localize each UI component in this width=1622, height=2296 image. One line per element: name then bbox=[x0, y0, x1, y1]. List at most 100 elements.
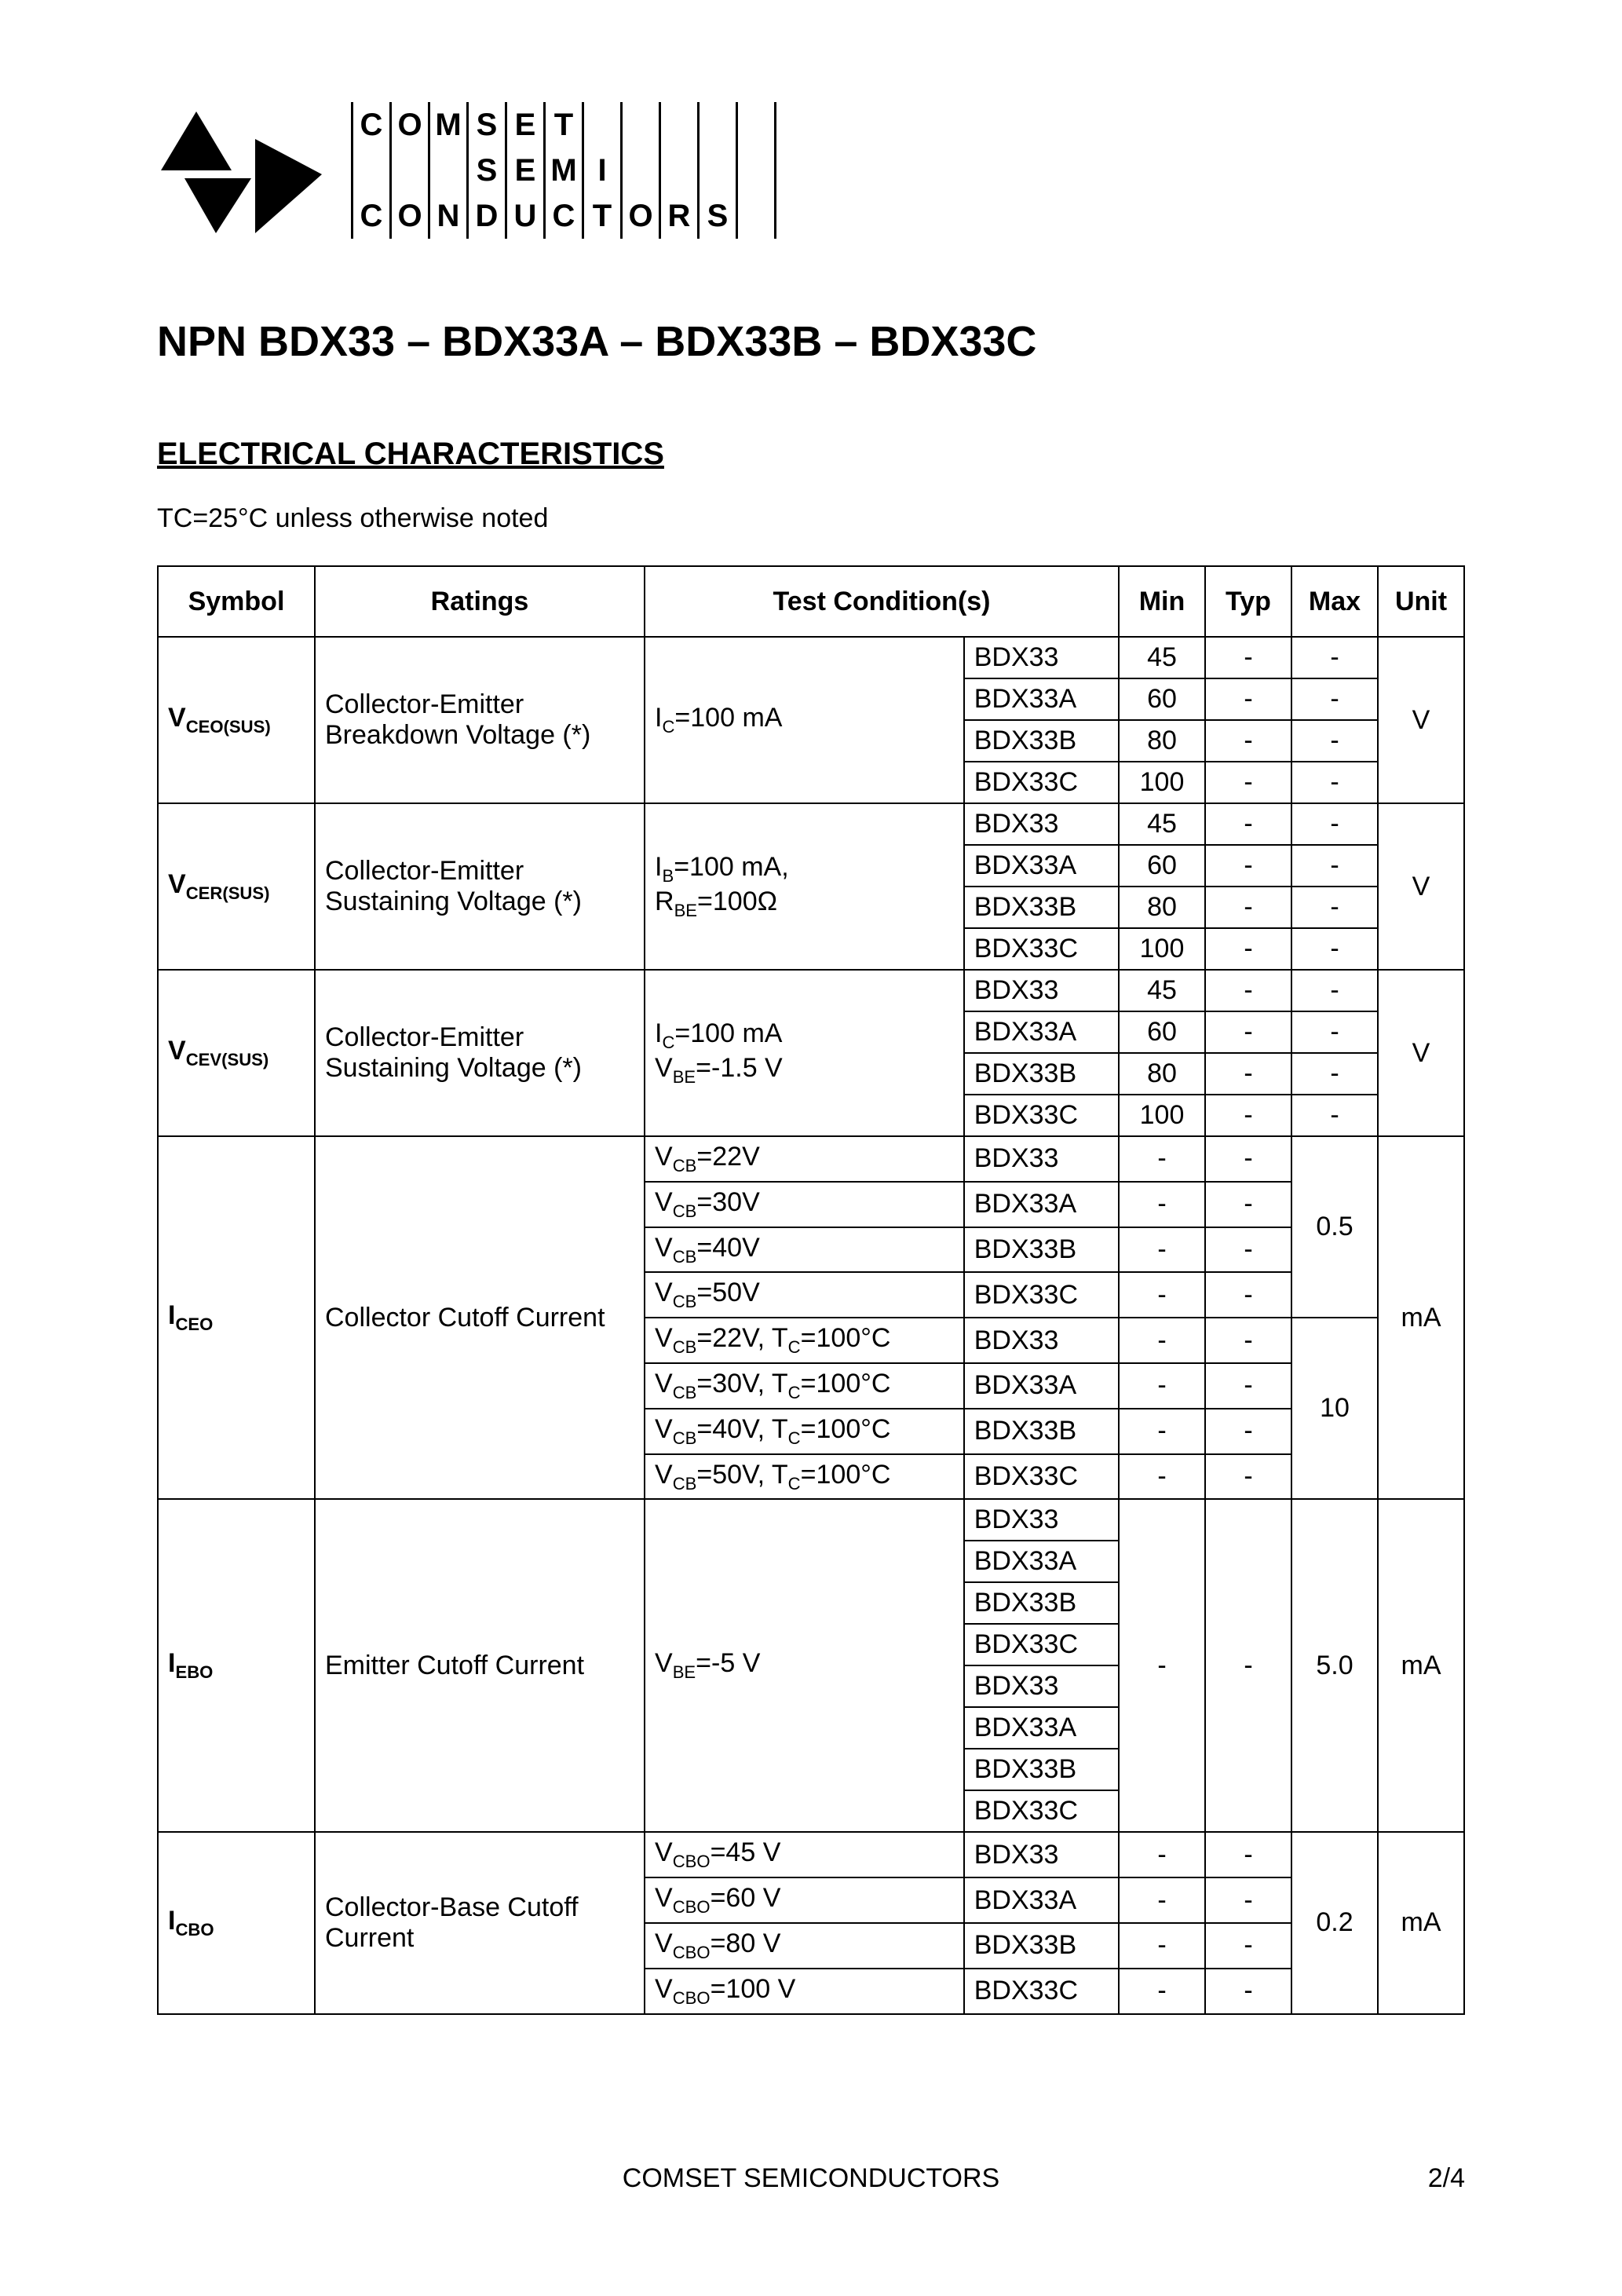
table-cell: - bbox=[1205, 1095, 1291, 1136]
logo-letter bbox=[697, 148, 738, 193]
table-cell: - bbox=[1291, 720, 1378, 762]
table-cell: - bbox=[1291, 845, 1378, 887]
table-cell: 45 bbox=[1119, 637, 1205, 678]
page-footer: COMSET SEMICONDUCTORS 2/4 bbox=[0, 2163, 1622, 2194]
table-header-row: Symbol Ratings Test Condition(s) Min Typ… bbox=[158, 566, 1464, 637]
logo-letter: C bbox=[543, 193, 584, 239]
header-unit: Unit bbox=[1378, 566, 1464, 637]
table-cell: - bbox=[1119, 1923, 1205, 1969]
logo-letter: O bbox=[620, 193, 661, 239]
logo-letter bbox=[620, 102, 661, 148]
table-cell: 10 bbox=[1291, 1318, 1378, 1499]
table-cell: VCB=30V, TC=100°C bbox=[645, 1363, 964, 1409]
table-cell: - bbox=[1119, 1272, 1205, 1318]
table-cell: - bbox=[1291, 637, 1378, 678]
table-cell: VCER(SUS) bbox=[158, 803, 315, 970]
table-cell: 0.2 bbox=[1291, 1832, 1378, 2013]
table-cell: BDX33 bbox=[964, 1136, 1119, 1182]
table-cell: VCB=40V, TC=100°C bbox=[645, 1409, 964, 1454]
logo-letter: D bbox=[466, 193, 507, 239]
logo-letter bbox=[659, 102, 700, 148]
table-cell: V bbox=[1378, 637, 1464, 803]
table-cell: - bbox=[1291, 762, 1378, 803]
table-cell: - bbox=[1119, 1832, 1205, 1877]
table-cell: - bbox=[1291, 1095, 1378, 1136]
table-cell: - bbox=[1205, 887, 1291, 928]
logo-letter bbox=[659, 148, 700, 193]
table-cell: VBE=-5 V bbox=[645, 1499, 964, 1832]
logo-mark-icon bbox=[157, 104, 330, 237]
table-cell: mA bbox=[1378, 1832, 1464, 2013]
table-cell: mA bbox=[1378, 1499, 1464, 1832]
table-cell: BDX33B bbox=[964, 1053, 1119, 1095]
table-cell: BDX33 bbox=[964, 1499, 1119, 1541]
table-cell: VCEV(SUS) bbox=[158, 970, 315, 1136]
table-cell: - bbox=[1205, 1832, 1291, 1877]
header-symbol: Symbol bbox=[158, 566, 315, 637]
table-cell: BDX33C bbox=[964, 1454, 1119, 1500]
table-cell: 100 bbox=[1119, 762, 1205, 803]
table-cell: VCEO(SUS) bbox=[158, 637, 315, 803]
table-cell: BDX33B bbox=[964, 887, 1119, 928]
header-typ: Typ bbox=[1205, 566, 1291, 637]
table-cell: BDX33C bbox=[964, 762, 1119, 803]
table-row: VCEO(SUS)Collector-Emitter Breakdown Vol… bbox=[158, 637, 1464, 678]
section-heading: ELECTRICAL CHARACTERISTICS bbox=[157, 437, 1465, 472]
logo-letter bbox=[697, 102, 738, 148]
table-cell: BDX33A bbox=[964, 678, 1119, 720]
table-cell: 60 bbox=[1119, 845, 1205, 887]
table-cell: BDX33C bbox=[964, 1095, 1119, 1136]
table-cell: VCB=50V, TC=100°C bbox=[645, 1454, 964, 1500]
logo-letter bbox=[428, 148, 469, 193]
table-cell: V bbox=[1378, 970, 1464, 1136]
table-cell: VCBO=100 V bbox=[645, 1969, 964, 2014]
table-cell: - bbox=[1205, 803, 1291, 845]
table-cell: VCBO=60 V bbox=[645, 1877, 964, 1923]
logo-letter: T bbox=[543, 102, 584, 148]
table-cell: - bbox=[1205, 720, 1291, 762]
page-title: NPN BDX33 – BDX33A – BDX33B – BDX33C bbox=[157, 317, 1465, 366]
table-cell: Collector-Emitter Sustaining Voltage (*) bbox=[315, 970, 645, 1136]
logo-letter: U bbox=[505, 193, 546, 239]
table-cell: 80 bbox=[1119, 887, 1205, 928]
header-ratings: Ratings bbox=[315, 566, 645, 637]
table-cell: BDX33 bbox=[964, 637, 1119, 678]
logo-letter bbox=[389, 148, 430, 193]
table-cell: 80 bbox=[1119, 1053, 1205, 1095]
table-cell: - bbox=[1205, 1053, 1291, 1095]
table-cell: 45 bbox=[1119, 803, 1205, 845]
table-cell: - bbox=[1119, 1318, 1205, 1363]
table-cell: VCB=22V, TC=100°C bbox=[645, 1318, 964, 1363]
table-cell: - bbox=[1205, 1499, 1291, 1832]
table-cell: - bbox=[1205, 637, 1291, 678]
footer-company: COMSET SEMICONDUCTORS bbox=[623, 2163, 999, 2194]
table-cell: - bbox=[1291, 887, 1378, 928]
table-cell: BDX33A bbox=[964, 1707, 1119, 1749]
table-cell: VCB=40V bbox=[645, 1227, 964, 1273]
table-cell: - bbox=[1205, 1136, 1291, 1182]
table-cell: - bbox=[1205, 1877, 1291, 1923]
table-cell: BDX33 bbox=[964, 803, 1119, 845]
logo-letter: M bbox=[428, 102, 469, 148]
table-cell: - bbox=[1119, 1363, 1205, 1409]
table-cell: BDX33A bbox=[964, 1363, 1119, 1409]
table-cell: BDX33B bbox=[964, 1582, 1119, 1624]
table-cell: BDX33A bbox=[964, 1877, 1119, 1923]
table-cell: Collector Cutoff Current bbox=[315, 1136, 645, 1499]
header-conditions: Test Condition(s) bbox=[645, 566, 1119, 637]
table-cell: V bbox=[1378, 803, 1464, 970]
logo-letter: S bbox=[466, 102, 507, 148]
table-cell: - bbox=[1291, 928, 1378, 970]
table-cell: - bbox=[1119, 1136, 1205, 1182]
table-cell: VCB=50V bbox=[645, 1272, 964, 1318]
table-cell: - bbox=[1205, 762, 1291, 803]
table-cell: BDX33 bbox=[964, 1665, 1119, 1707]
table-cell: - bbox=[1291, 970, 1378, 1011]
table-cell: - bbox=[1205, 1318, 1291, 1363]
table-cell: BDX33A bbox=[964, 1011, 1119, 1053]
table-cell: IEBO bbox=[158, 1499, 315, 1832]
footer-page-number: 2/4 bbox=[1428, 2163, 1465, 2194]
table-cell: - bbox=[1119, 1409, 1205, 1454]
table-cell: - bbox=[1119, 1877, 1205, 1923]
table-cell: BDX33A bbox=[964, 1541, 1119, 1582]
